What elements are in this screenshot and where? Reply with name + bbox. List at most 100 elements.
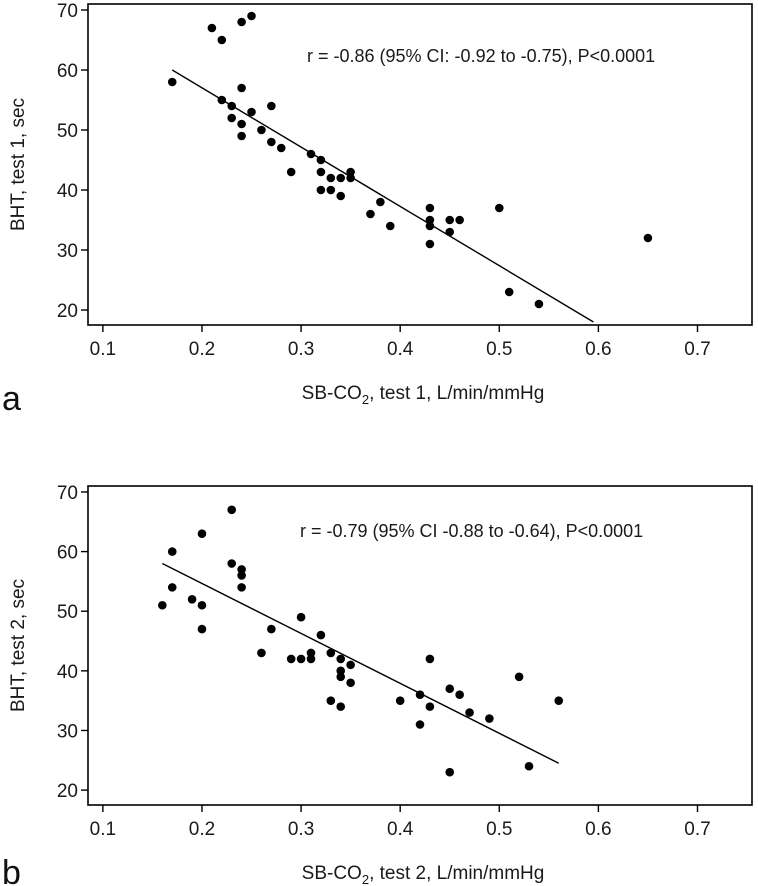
correlation-annotation: r = -0.86 (95% CI: -0.92 to -0.75), P<0.… [307,46,655,66]
data-point [524,761,534,771]
data-point [247,107,256,117]
data-point [257,648,266,658]
data-point [286,654,296,664]
x-axis-label-prefix: SB-CO [302,383,362,404]
y-tick-label: 60 [57,61,78,82]
data-point [494,203,504,213]
x-tick-label: 0.7 [684,339,710,360]
data-point [326,185,336,195]
y-tick-labels: 20 30 40 50 60 70 [57,1,78,322]
x-tick-label: 0.2 [189,819,215,840]
data-point [197,624,207,634]
data-point [276,143,286,153]
y-tick-label: 40 [57,181,78,202]
plot-frame [87,485,753,806]
data-point [316,630,326,640]
data-point [158,600,167,610]
data-point [395,696,405,705]
y-tick-label: 40 [57,662,78,683]
panel-label: a [2,380,21,418]
data-point [425,221,435,231]
data-point [207,23,217,33]
data-point [267,101,276,111]
x-tick-label: 0.6 [585,819,611,840]
data-point [504,287,514,297]
data-points [167,11,653,309]
x-tick-label: 0.2 [189,339,215,360]
data-point [326,173,336,183]
y-tick-labels: 20 30 40 50 60 70 [57,483,78,802]
data-point [167,547,177,556]
x-tick-label: 0.5 [486,339,512,360]
data-point [167,583,177,592]
data-point [366,209,375,219]
scatter-chart-a: 0.1 0.2 0.3 0.4 0.5 0.6 0.7 20 30 40 50 … [2,1,753,418]
data-point [237,565,246,574]
data-point [197,529,207,539]
correlation-annotation: r = -0.79 (95% CI -0.88 to -0.64), P<0.0… [300,521,643,541]
data-point [425,702,435,711]
data-point [237,571,246,580]
data-point [376,197,385,207]
x-tick-label: 0.4 [387,339,414,360]
data-point [455,215,464,225]
data-point [445,684,455,694]
data-point [415,690,425,699]
y-tick-label: 30 [57,241,78,262]
data-point [336,666,346,676]
x-tick-label: 0.3 [288,339,314,360]
data-point [316,167,326,177]
data-point [346,660,355,670]
y-tick-label: 20 [57,301,78,322]
tick-marks [81,9,699,332]
data-point [425,203,435,213]
x-axis-label-suffix: , test 2, L/min/mmHg [369,863,544,884]
x-axis-label: SB-CO2, test 2, L/min/mmHg [302,863,545,886]
data-point [237,17,246,27]
data-point [227,101,237,111]
data-point [465,708,474,717]
x-tick-label: 0.1 [90,819,116,840]
data-point [286,167,296,177]
tick-marks [81,491,699,812]
data-point [227,559,237,568]
data-point [267,624,276,634]
panel-label: b [2,854,21,886]
data-point [326,648,336,658]
data-point [425,239,435,249]
data-point [346,167,355,177]
data-point [237,583,246,592]
x-tick-label: 0.3 [288,819,314,840]
data-point [326,696,336,705]
data-point [336,191,346,201]
data-point [415,720,425,729]
y-tick-label: 50 [57,121,78,142]
data-point [306,654,316,664]
data-point [445,227,455,237]
data-point [455,690,464,699]
y-tick-label: 70 [57,1,78,22]
data-point [217,35,227,45]
data-point [296,612,306,622]
x-tick-label: 0.4 [387,819,414,840]
y-tick-label: 20 [57,781,78,802]
data-point [554,696,564,705]
x-axis-label: SB-CO2, test 1, L/min/mmHg [302,383,545,407]
x-tick-label: 0.7 [684,819,710,840]
data-point [237,131,246,141]
x-axis-label-suffix: , test 1, L/min/mmHg [369,383,544,404]
data-point [227,505,237,515]
data-point [346,173,355,183]
data-point [267,137,276,147]
data-point [257,125,266,135]
data-point [336,173,346,183]
data-point [306,648,316,658]
data-point [385,221,395,231]
data-point [316,155,326,165]
x-tick-label: 0.6 [585,339,611,360]
data-point [167,77,177,87]
y-axis-label: BHT, test 1, sec [8,98,29,231]
plot-frame [87,3,753,326]
regression-line [171,69,594,323]
data-point [534,299,544,309]
